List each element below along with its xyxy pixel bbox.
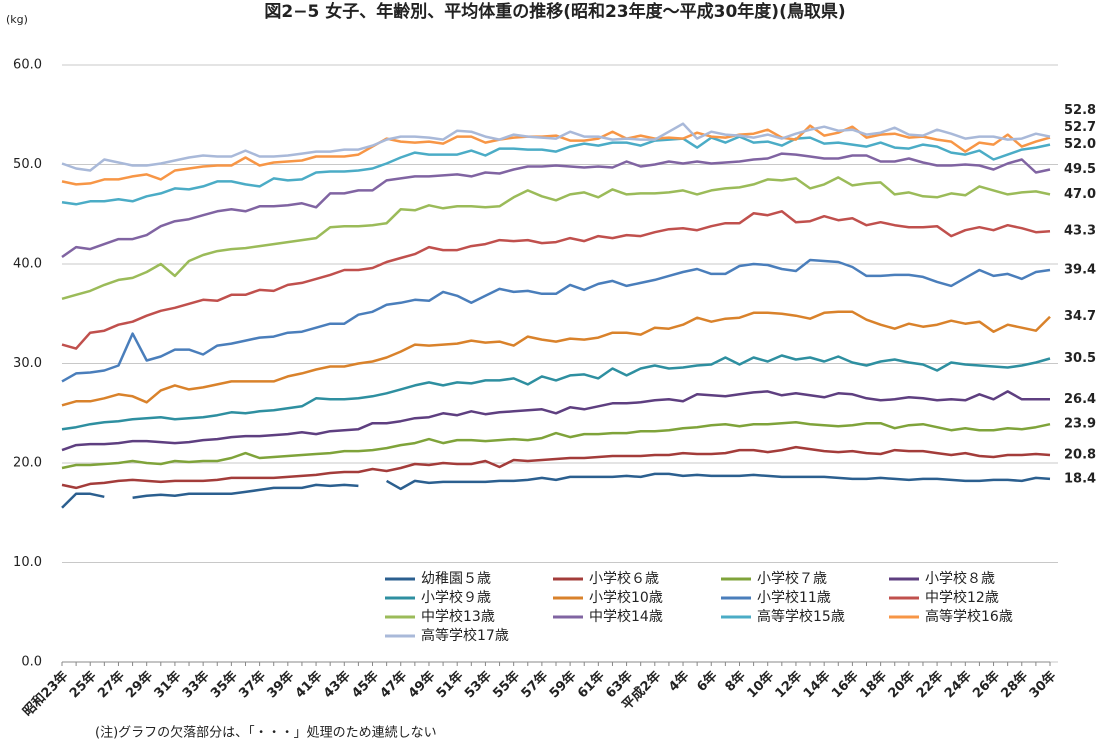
y-tick-label: 10.0 — [13, 555, 42, 570]
end-label: 39.4 — [1064, 262, 1096, 277]
legend-label: 小学校９歳 — [421, 589, 491, 606]
series-line — [61, 124, 1051, 186]
legend-label: 中学校14歳 — [589, 608, 663, 625]
series-line — [61, 310, 1051, 407]
x-tick-label: 昭和23年 — [20, 668, 72, 720]
x-tick-label: 18年 — [857, 668, 890, 701]
x-tick-label: 55年 — [490, 668, 523, 701]
legend-label: 高等学校15歳 — [757, 608, 845, 625]
x-tick-label: 31年 — [151, 668, 184, 701]
end-label: 52.0 — [1064, 137, 1096, 152]
x-tick-label: 39年 — [264, 668, 297, 701]
y-tick-label: 0.0 — [21, 655, 42, 670]
end-label: 26.4 — [1064, 392, 1096, 407]
series-line — [61, 354, 1051, 431]
series-line — [61, 258, 1051, 383]
legend-label: 高等学校17歳 — [421, 627, 509, 644]
y-tick-label: 60.0 — [13, 58, 42, 73]
x-tick-label: 30年 — [1026, 668, 1059, 701]
x-tick-label: 25年 — [66, 668, 99, 701]
x-tick-label: 29年 — [123, 668, 156, 701]
x-tick-label: 45年 — [349, 668, 382, 701]
x-tick-label: 49年 — [405, 668, 438, 701]
series-line — [61, 472, 1051, 509]
x-tick-label: 22年 — [913, 668, 946, 701]
end-label: 30.5 — [1064, 351, 1096, 366]
end-label: 52.8 — [1064, 103, 1096, 118]
series-line — [61, 210, 1051, 350]
end-label: 43.3 — [1064, 224, 1096, 239]
legend-label: 高等学校16歳 — [925, 608, 1013, 625]
series-line — [61, 390, 1050, 452]
x-tick-label: 41年 — [292, 668, 325, 701]
x-tick-label: 61年 — [574, 668, 607, 701]
legend-label: 中学校13歳 — [421, 608, 495, 625]
x-tick-label: 10年 — [744, 668, 777, 701]
x-tick-label: 51年 — [433, 668, 466, 701]
y-tick-label: 30.0 — [13, 356, 42, 371]
end-label: 47.0 — [1064, 187, 1096, 202]
legend-label: 小学校10歳 — [589, 589, 663, 606]
x-tick-label: 20年 — [885, 668, 918, 701]
end-label: 49.5 — [1064, 162, 1096, 177]
series-line — [61, 176, 1051, 301]
y-tick-label: 40.0 — [13, 257, 42, 272]
chart-title: 図2−5 女子、年齢別、平均体重の推移(昭和23年度～平成30年度)(鳥取県) — [264, 1, 845, 22]
x-tick-label: 6年 — [694, 668, 721, 695]
y-tick-label: 50.0 — [13, 157, 42, 172]
legend-label: 小学校11歳 — [757, 589, 831, 606]
x-tick-label: 59年 — [546, 668, 579, 701]
legend-label: 幼稚園５歳 — [421, 571, 491, 587]
legend-label: 中学校12歳 — [925, 589, 999, 606]
x-tick-label: 28年 — [998, 668, 1031, 701]
x-tick-label: 16年 — [828, 668, 861, 701]
y-tick-label: 20.0 — [13, 456, 42, 471]
end-label: 52.7 — [1064, 120, 1096, 135]
x-tick-label: 24年 — [941, 668, 974, 701]
x-tick-label: 53年 — [461, 668, 494, 701]
x-tick-label: 14年 — [800, 668, 833, 701]
series-line — [61, 122, 1051, 172]
y-unit: (kg) — [6, 13, 28, 26]
x-tick-label: 37年 — [236, 668, 269, 701]
x-tick-label: 43年 — [320, 668, 353, 701]
end-label: 20.8 — [1064, 448, 1096, 463]
legend-label: 小学校８歳 — [925, 570, 995, 587]
end-label: 18.4 — [1064, 471, 1096, 486]
x-tick-label: 33年 — [179, 668, 212, 701]
legend-label: 小学校７歳 — [757, 570, 827, 587]
x-tick-label: 57年 — [518, 668, 551, 701]
x-tick-label: 35年 — [207, 668, 240, 701]
series-line — [61, 152, 1051, 259]
end-label: 34.7 — [1064, 309, 1096, 324]
x-tick-label: 47年 — [377, 668, 410, 701]
x-tick-label: 27年 — [94, 668, 127, 701]
series-line — [61, 420, 1051, 470]
x-tick-label: 4年 — [665, 668, 692, 695]
x-tick-label: 26年 — [970, 668, 1003, 701]
note: (注)グラフの欠落部分は、「・・・」処理のため連続しない — [95, 725, 437, 740]
end-label: 23.9 — [1064, 417, 1096, 432]
legend-label: 小学校６歳 — [589, 570, 659, 587]
series-line — [61, 135, 1051, 206]
x-tick-label: 12年 — [772, 668, 805, 701]
series-line — [61, 445, 1051, 490]
